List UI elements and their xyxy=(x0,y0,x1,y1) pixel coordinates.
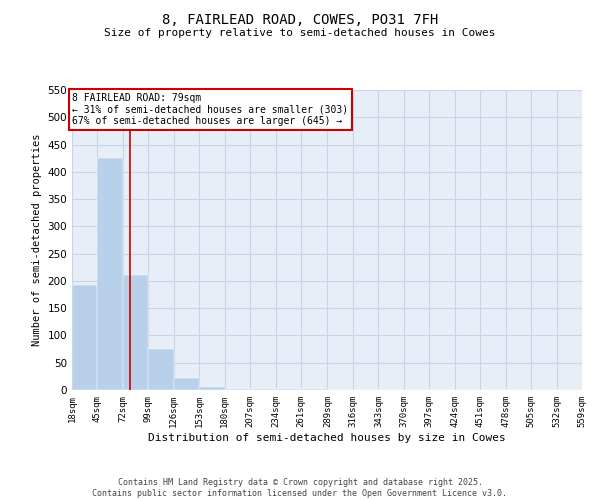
Bar xyxy=(199,388,225,390)
Bar xyxy=(174,378,199,390)
Text: Contains HM Land Registry data © Crown copyright and database right 2025.
Contai: Contains HM Land Registry data © Crown c… xyxy=(92,478,508,498)
Y-axis label: Number of semi-detached properties: Number of semi-detached properties xyxy=(32,134,42,346)
Text: Size of property relative to semi-detached houses in Cowes: Size of property relative to semi-detach… xyxy=(104,28,496,38)
Text: 8, FAIRLEAD ROAD, COWES, PO31 7FH: 8, FAIRLEAD ROAD, COWES, PO31 7FH xyxy=(162,12,438,26)
Bar xyxy=(123,276,148,390)
Bar xyxy=(72,284,97,390)
Bar xyxy=(148,349,174,390)
Bar xyxy=(225,389,250,390)
Text: 8 FAIRLEAD ROAD: 79sqm
← 31% of semi-detached houses are smaller (303)
67% of se: 8 FAIRLEAD ROAD: 79sqm ← 31% of semi-det… xyxy=(73,92,349,126)
X-axis label: Distribution of semi-detached houses by size in Cowes: Distribution of semi-detached houses by … xyxy=(148,432,506,442)
Bar xyxy=(97,158,123,390)
